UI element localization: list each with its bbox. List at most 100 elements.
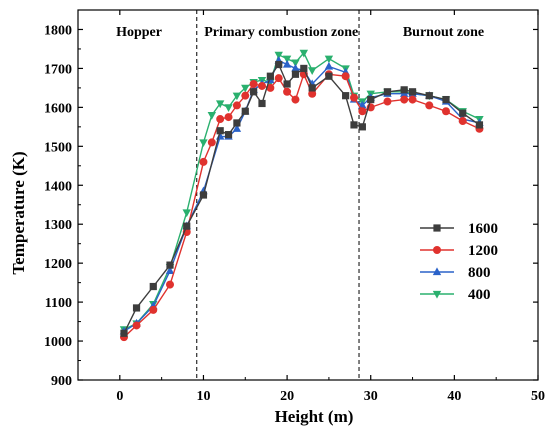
data-point <box>400 86 408 94</box>
data-point <box>183 222 191 230</box>
data-point <box>241 91 250 100</box>
data-point <box>232 101 241 110</box>
legend-item: 400 <box>420 287 491 303</box>
data-point <box>216 115 225 124</box>
data-point <box>207 112 217 120</box>
data-point <box>458 117 467 125</box>
data-point <box>341 72 350 81</box>
data-point <box>433 224 441 232</box>
y-tick-label: 900 <box>51 374 72 389</box>
data-point <box>383 88 392 96</box>
data-point <box>342 92 350 100</box>
data-point <box>232 124 242 132</box>
data-point <box>166 280 174 289</box>
data-point <box>291 95 300 104</box>
data-point <box>308 84 316 92</box>
data-point <box>224 113 233 122</box>
data-point <box>283 87 292 96</box>
data-point <box>325 72 333 80</box>
x-tick-label: 50 <box>531 389 545 404</box>
axes: 0 10 20 30 40 50 900 1000 1100 1200 1300 1400 1500 16… <box>44 9 545 404</box>
data-point <box>250 88 258 96</box>
data-point <box>241 84 250 93</box>
data-point <box>249 80 258 88</box>
data-point <box>442 95 450 104</box>
zone-label: Hopper <box>116 25 162 40</box>
y-tick-label: 1000 <box>44 335 72 350</box>
data-point <box>224 104 233 112</box>
data-point <box>324 61 334 70</box>
data-point <box>432 290 442 299</box>
data-point <box>383 97 392 106</box>
data-point <box>433 246 441 254</box>
plot-frame <box>77 9 539 381</box>
data-point <box>400 95 409 104</box>
zone-label: Primary combustion zone <box>204 25 358 40</box>
y-tick-label: 1100 <box>45 296 72 311</box>
y-tick-label: 1600 <box>44 101 72 116</box>
x-tick-label: 40 <box>447 389 461 404</box>
data-point <box>299 49 309 58</box>
data-point <box>258 99 266 108</box>
plot-area: Hopper Primary combustion zone Burnout zon… <box>116 10 484 380</box>
y-axis-title: Temperature (K) <box>9 151 28 274</box>
data-point <box>459 109 467 117</box>
data-point <box>282 59 292 68</box>
legend-item: 1200 <box>420 243 498 259</box>
data-point <box>282 55 292 64</box>
x-axis-title: Height (m) <box>275 407 354 426</box>
data-point <box>408 88 417 96</box>
data-point <box>215 100 225 109</box>
data-point <box>132 321 141 330</box>
data-point <box>358 123 366 131</box>
data-point <box>120 329 128 337</box>
legend-item: 800 <box>420 265 491 281</box>
zone-label: Burnout zone <box>403 25 484 40</box>
x-tick-label: 20 <box>280 389 294 404</box>
data-point <box>275 60 283 69</box>
series-1600 <box>120 60 484 337</box>
data-point <box>308 89 317 98</box>
data-point <box>182 209 191 218</box>
legend-label: 1200 <box>468 243 498 259</box>
data-point <box>425 92 433 100</box>
data-point <box>274 74 283 83</box>
data-point <box>358 107 367 116</box>
series-line <box>123 72 480 338</box>
legend: 1600 1200 800 400 <box>420 221 498 303</box>
data-point <box>258 81 266 90</box>
data-point <box>432 267 442 276</box>
legend-label: 400 <box>468 287 491 303</box>
data-point <box>241 107 249 115</box>
data-point <box>232 92 242 101</box>
data-point <box>149 305 158 314</box>
x-tick-label: 10 <box>196 389 210 404</box>
data-point <box>132 304 141 312</box>
y-tick-label: 1400 <box>44 179 72 194</box>
series-line <box>123 59 480 332</box>
data-point <box>442 107 450 116</box>
data-point <box>291 59 300 68</box>
y-tick-label: 1700 <box>44 62 72 77</box>
data-point <box>324 55 334 64</box>
data-point <box>199 139 208 148</box>
y-tick-label: 1300 <box>44 218 72 233</box>
x-tick-label: 30 <box>364 389 378 404</box>
data-point <box>274 51 283 60</box>
data-point <box>216 127 224 135</box>
data-point <box>165 266 175 275</box>
legend-label: 800 <box>468 265 491 281</box>
data-point <box>224 131 233 139</box>
data-point <box>199 191 208 199</box>
data-point <box>367 95 375 104</box>
data-point <box>425 101 434 110</box>
data-point <box>266 72 274 80</box>
data-point <box>300 64 308 73</box>
data-point <box>283 80 291 88</box>
data-point <box>475 121 484 129</box>
data-point <box>350 93 358 102</box>
data-point <box>266 83 275 92</box>
data-point <box>149 282 157 291</box>
legend-label: 1600 <box>468 221 498 237</box>
